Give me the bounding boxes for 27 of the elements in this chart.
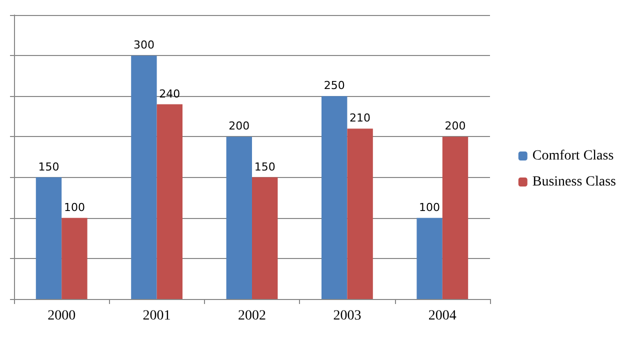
data-label: 300 (133, 38, 154, 52)
bar (36, 177, 62, 299)
legend-label: Business Class (532, 174, 616, 190)
data-label: 100 (64, 200, 85, 214)
x-tick-label: 2000 (48, 308, 76, 324)
legend-label: Comfort Class (532, 148, 614, 164)
bar (226, 136, 252, 299)
bar (442, 136, 468, 299)
bar (416, 218, 442, 299)
data-label: 250 (324, 79, 345, 92)
x-tick-label: 2002 (238, 308, 266, 324)
x-tick-label: 2001 (142, 308, 171, 324)
bar (252, 177, 278, 299)
bar (321, 96, 348, 299)
x-tick-label: 2004 (428, 308, 456, 324)
bar (347, 128, 373, 299)
data-label: 210 (350, 112, 371, 125)
data-label: 100 (419, 200, 440, 214)
data-label: 150 (38, 160, 60, 174)
data-label: 240 (159, 87, 180, 100)
data-label: 200 (444, 120, 466, 133)
data-label: 150 (254, 160, 276, 174)
x-tick-label: 2003 (333, 308, 362, 324)
data-label: 200 (228, 120, 250, 133)
bar (156, 104, 183, 299)
bar (131, 56, 157, 299)
bar (62, 218, 88, 299)
